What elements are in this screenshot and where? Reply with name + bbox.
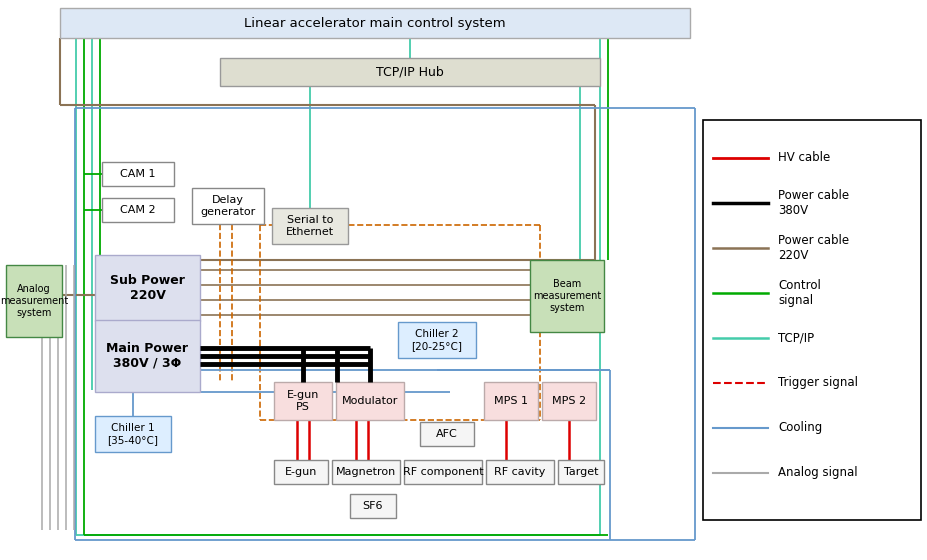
Text: Analog
measurement
system: Analog measurement system	[0, 284, 68, 318]
FancyBboxPatch shape	[273, 460, 327, 484]
Text: E-gun
PS: E-gun PS	[286, 390, 319, 412]
FancyBboxPatch shape	[349, 494, 396, 518]
FancyBboxPatch shape	[484, 382, 538, 420]
Text: TCP/IP: TCP/IP	[777, 332, 813, 344]
FancyBboxPatch shape	[529, 260, 603, 332]
Text: HV cable: HV cable	[777, 151, 830, 164]
FancyBboxPatch shape	[420, 422, 474, 446]
FancyBboxPatch shape	[102, 162, 174, 186]
Text: Cooling: Cooling	[777, 421, 821, 434]
FancyBboxPatch shape	[102, 198, 174, 222]
FancyBboxPatch shape	[557, 460, 603, 484]
Text: TCP/IP Hub: TCP/IP Hub	[375, 66, 443, 78]
FancyBboxPatch shape	[336, 382, 403, 420]
Bar	[703, 120, 920, 520]
Text: Beam
measurement
system: Beam measurement system	[532, 279, 601, 312]
FancyBboxPatch shape	[95, 320, 200, 392]
Text: Target: Target	[563, 467, 598, 477]
Text: RF cavity: RF cavity	[494, 467, 545, 477]
Text: MPS 2: MPS 2	[552, 396, 586, 406]
Text: E-gun: E-gun	[285, 467, 317, 477]
Text: Power cable
380V: Power cable 380V	[777, 189, 848, 217]
FancyBboxPatch shape	[398, 322, 476, 358]
FancyBboxPatch shape	[220, 58, 600, 86]
Text: Chiller 2
[20-25°C]: Chiller 2 [20-25°C]	[411, 329, 462, 351]
Text: AFC: AFC	[436, 429, 457, 439]
Text: Main Power
380V / 3Φ: Main Power 380V / 3Φ	[107, 342, 188, 370]
FancyBboxPatch shape	[192, 188, 263, 224]
Text: Serial to
Ethernet: Serial to Ethernet	[286, 215, 334, 237]
Text: Modulator: Modulator	[341, 396, 398, 406]
Text: RF component: RF component	[402, 467, 483, 477]
FancyBboxPatch shape	[95, 416, 171, 452]
FancyBboxPatch shape	[60, 8, 690, 38]
Text: Chiller 1
[35-40°C]: Chiller 1 [35-40°C]	[108, 423, 159, 445]
FancyBboxPatch shape	[273, 382, 332, 420]
FancyBboxPatch shape	[403, 460, 481, 484]
Text: CAM 2: CAM 2	[121, 205, 156, 215]
Text: SF6: SF6	[362, 501, 383, 511]
Text: MPS 1: MPS 1	[493, 396, 527, 406]
FancyBboxPatch shape	[541, 382, 595, 420]
Text: Analog signal: Analog signal	[777, 466, 857, 479]
Text: Control
signal: Control signal	[777, 279, 820, 307]
FancyBboxPatch shape	[272, 208, 348, 244]
Text: Sub Power
220V: Sub Power 220V	[110, 274, 184, 302]
FancyBboxPatch shape	[486, 460, 553, 484]
Text: Power cable
220V: Power cable 220V	[777, 234, 848, 262]
Text: CAM 1: CAM 1	[121, 169, 156, 179]
Text: Magnetron: Magnetron	[336, 467, 396, 477]
FancyBboxPatch shape	[332, 460, 400, 484]
FancyBboxPatch shape	[95, 255, 200, 321]
Text: Delay
generator: Delay generator	[200, 195, 255, 217]
FancyBboxPatch shape	[6, 265, 62, 337]
Text: Linear accelerator main control system: Linear accelerator main control system	[244, 16, 505, 30]
Text: Trigger signal: Trigger signal	[777, 376, 857, 389]
